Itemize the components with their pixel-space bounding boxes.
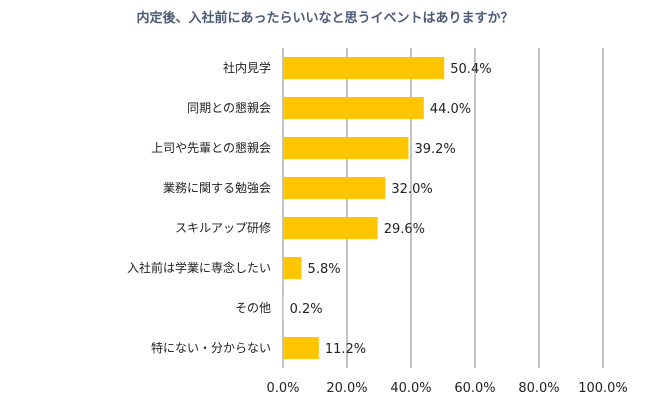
grid-lines [282, 48, 604, 368]
category-label: 上司や先輩との懇親会 [151, 140, 271, 155]
bar [283, 217, 378, 239]
value-label: 11.2% [325, 342, 366, 357]
category-label: 特にない・分からない [151, 340, 271, 355]
chart-title: 内定後、入社前にあったらいいなと思うイベントはありますか？ [136, 10, 513, 26]
category-labels: 社内見学同期との懇親会上司や先輩との懇親会業務に関する勉強会スキルアップ研修入社… [127, 60, 271, 355]
category-label: スキルアップ研修 [175, 220, 271, 235]
value-label: 44.0% [430, 102, 471, 117]
value-label: 5.8% [308, 262, 341, 277]
bar [283, 297, 284, 319]
value-label: 39.2% [414, 142, 455, 157]
value-label: 0.2% [290, 302, 323, 317]
bar [283, 257, 302, 279]
category-label: 業務に関する勉強会 [163, 181, 271, 195]
bar [283, 337, 319, 359]
x-tick-label: 20.0% [326, 381, 367, 396]
bar [283, 137, 409, 159]
value-label: 29.6% [384, 222, 425, 237]
bar [283, 177, 386, 199]
category-label: 入社前は学業に専念したい [127, 260, 271, 275]
bar [283, 57, 445, 79]
x-tick-labels: 0.0% 20.0% 40.0% 60.0% 80.0% 100.0% [266, 381, 627, 396]
x-tick-label: 0.0% [266, 381, 299, 396]
category-label: 社内見学 [223, 60, 271, 75]
value-label: 50.4% [450, 62, 491, 77]
category-label: 同期との懇親会 [187, 100, 271, 115]
bar [283, 97, 424, 119]
value-labels: 50.4% 44.0% 39.2% 32.0% 29.6% 5.8% 0.2% 11.2% [290, 62, 492, 357]
value-label: 32.0% [391, 182, 432, 197]
x-tick-label: 80.0% [518, 381, 559, 396]
category-label: その他 [235, 301, 271, 315]
bars [283, 57, 445, 359]
x-tick-label: 100.0% [578, 381, 628, 396]
x-tick-label: 40.0% [390, 381, 431, 396]
x-tick-label: 60.0% [454, 381, 495, 396]
